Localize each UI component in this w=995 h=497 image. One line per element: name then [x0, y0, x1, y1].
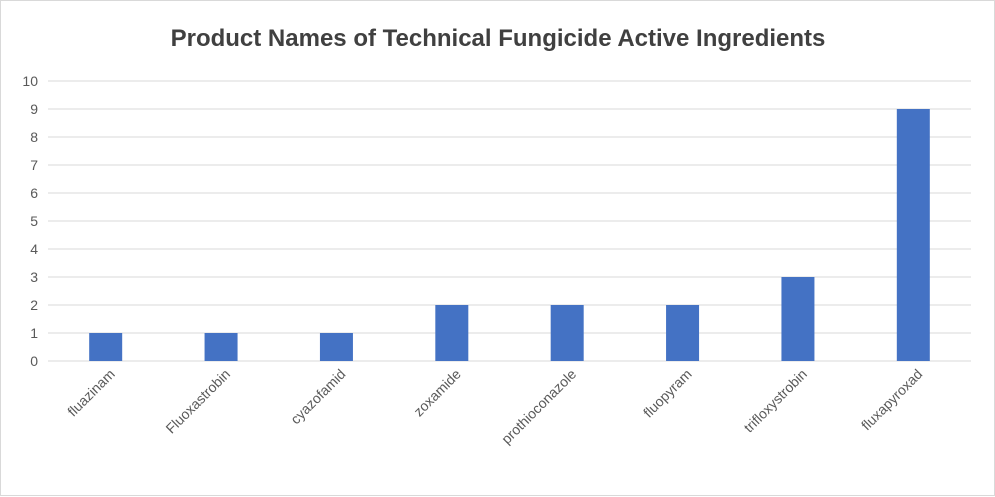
x-tick-label: fluopyram	[640, 366, 695, 421]
x-tick-label: trifloxystrobin	[740, 366, 810, 436]
y-tick-label: 3	[30, 269, 38, 285]
y-tick-label: 4	[30, 241, 38, 257]
bar	[781, 277, 815, 361]
y-tick-label: 8	[30, 129, 38, 145]
x-tick-label: Fluoxastrobin	[162, 366, 233, 437]
x-tick-label: zoxamide	[410, 366, 464, 420]
x-tick-label: fluxapyroxad	[858, 366, 925, 433]
y-tick-label: 1	[30, 325, 38, 341]
y-tick-label: 2	[30, 297, 38, 313]
y-tick-label: 5	[30, 213, 38, 229]
bar	[896, 109, 930, 361]
chart-title: Product Names of Technical Fungicide Act…	[171, 25, 826, 52]
bar	[89, 333, 123, 361]
y-tick-label: 0	[30, 353, 38, 369]
bar	[550, 305, 584, 361]
bar	[319, 333, 353, 361]
y-tick-label: 9	[30, 101, 38, 117]
bar	[435, 305, 469, 361]
x-tick-label: fluazinam	[64, 366, 118, 420]
x-tick-label: cyazofamid	[287, 366, 348, 427]
y-tick-label: 10	[22, 73, 38, 89]
bar	[204, 333, 238, 361]
y-tick-label: 7	[30, 157, 38, 173]
y-tick-label: 6	[30, 185, 38, 201]
x-tick-label: prothioconazole	[498, 366, 579, 447]
bar	[666, 305, 700, 361]
